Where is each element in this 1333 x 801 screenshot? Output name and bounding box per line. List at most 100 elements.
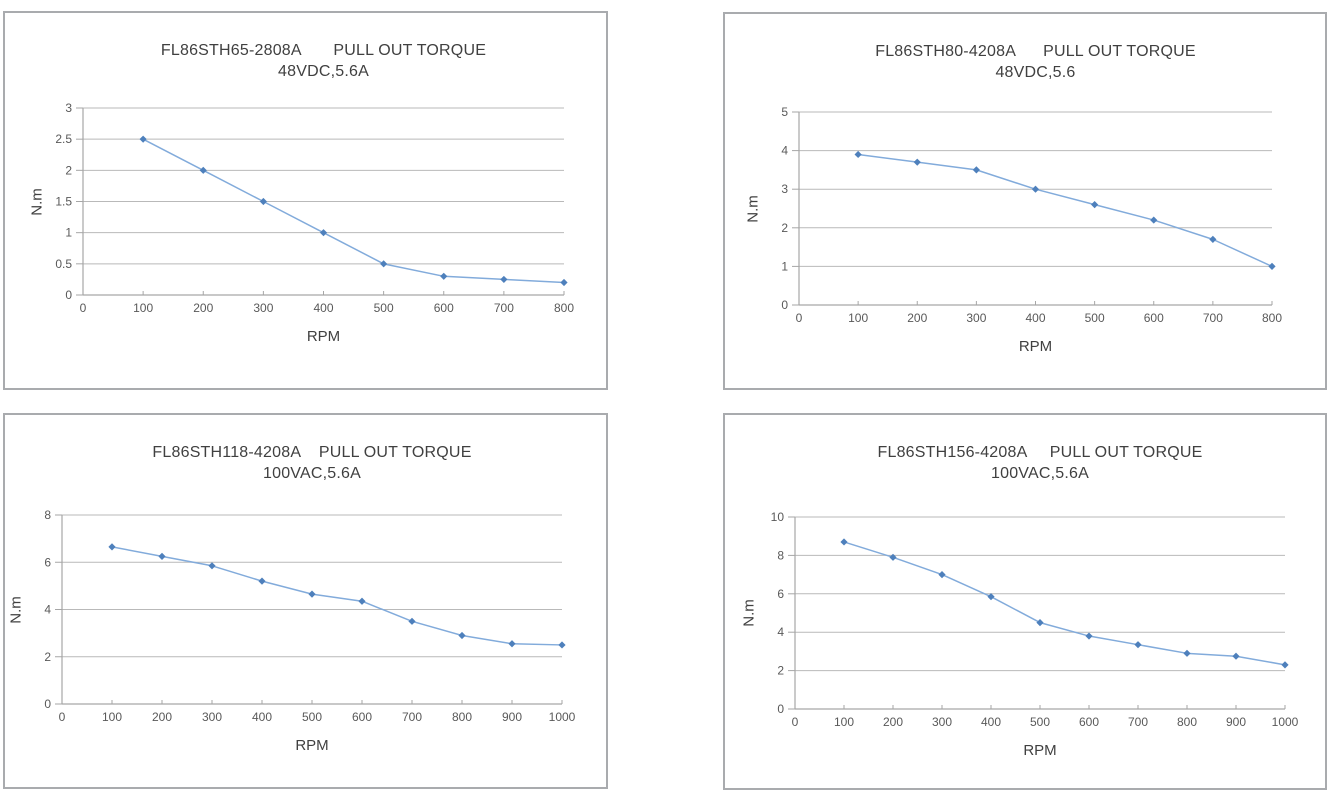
data-point-marker: [889, 553, 897, 561]
y-axis-ticks: 0 1 2 3 4 5: [781, 105, 799, 312]
y-tick-label: 3: [781, 182, 788, 196]
y-tick-label: 10: [771, 510, 785, 524]
gridlines: [83, 107, 564, 265]
x-tick-label: 800: [1177, 715, 1197, 729]
data-point-marker: [440, 272, 448, 280]
chart-panel-1: FL86STH65-2808A PULL OUT TORQUE 48VDC,5.…: [3, 11, 608, 390]
data-point-marker: [319, 229, 328, 237]
x-tick-label: 400: [313, 301, 333, 315]
x-tick-label: 600: [352, 710, 372, 724]
y-tick-label: 0: [777, 702, 784, 716]
series-markers: [854, 150, 1276, 270]
series-line: [857, 153, 1273, 268]
axes: [798, 112, 1272, 306]
data-point-marker: [458, 631, 466, 640]
y-tick-label: 4: [781, 144, 788, 158]
y-tick-label: 3: [65, 101, 72, 115]
x-tick-label: 100: [848, 311, 868, 325]
y-tick-label: 4: [777, 625, 784, 639]
x-tick-label: 0: [792, 715, 799, 729]
chart-panel-3: FL86STH118-4208A PULL OUT TORQUE 100VAC,…: [3, 413, 608, 789]
x-tick-label: 600: [1144, 311, 1164, 325]
x-tick-label: 300: [932, 715, 952, 729]
x-axis-ticks: 0 100 200 300 400 500 600 700 800: [80, 291, 574, 315]
series-markers: [840, 538, 1289, 669]
x-tick-label: 900: [502, 710, 522, 724]
y-tick-label: 2: [777, 664, 784, 678]
data-point-marker: [500, 275, 508, 284]
x-tick-label: 100: [133, 301, 153, 315]
data-point-marker: [158, 552, 166, 560]
y-axis-ticks: 0 2 4 6 8 10: [771, 510, 795, 716]
x-tick-label: 600: [1079, 715, 1099, 729]
x-tick-label: 500: [374, 301, 394, 315]
x-tick-label: 700: [1203, 311, 1223, 325]
chart-subtitle: 48VDC,5.6: [995, 64, 1076, 81]
torque-line-chart: 0 2 4 6 8 0 100 200 300 400 500 600 700 800 900 1000: [44, 508, 576, 724]
chart-subtitle: 48VDC,5.6A: [278, 63, 369, 80]
chart-title: FL86STH118-4208A PULL OUT TORQUE: [152, 444, 472, 461]
data-point-marker: [508, 640, 516, 648]
x-tick-label: 1000: [549, 710, 576, 724]
axes: [794, 517, 1285, 710]
chart-panel-2: FL86STH80-4208A PULL OUT TORQUE 48VDC,5.…: [723, 12, 1327, 390]
chart-header: FL86STH80-4208A PULL OUT TORQUE 48VDC,5.…: [799, 41, 1272, 83]
y-tick-label: 0.5: [55, 257, 72, 271]
x-tick-label: 500: [1030, 715, 1050, 729]
x-tick-label: 200: [152, 710, 172, 724]
y-tick-label: 6: [44, 555, 51, 569]
gridlines: [62, 514, 562, 658]
x-tick-label: 200: [193, 301, 213, 315]
data-point-marker: [1281, 661, 1289, 669]
data-point-marker: [840, 538, 848, 546]
x-tick-label: 700: [494, 301, 514, 315]
data-point-marker: [913, 158, 921, 166]
data-point-marker: [380, 260, 388, 268]
chart-panel-4: FL86STH156-4208A PULL OUT TORQUE 100VAC,…: [723, 413, 1327, 790]
data-point-marker: [972, 166, 980, 174]
x-axis-ticks: 0 100 200 300 400 500 600 700 800: [796, 301, 1282, 325]
x-tick-label: 200: [883, 715, 903, 729]
data-point-marker: [987, 593, 995, 601]
data-point-marker: [1150, 216, 1158, 224]
data-point-marker: [358, 597, 366, 605]
data-point-marker: [258, 577, 266, 585]
data-point-marker: [199, 166, 207, 174]
x-axis-label: RPM: [306, 328, 341, 345]
gridlines: [795, 516, 1285, 672]
y-tick-label: 4: [44, 603, 51, 617]
y-axis-ticks: 0 2 4 6 8: [44, 508, 62, 711]
chart-subtitle: 100VAC,5.6A: [263, 465, 361, 482]
y-tick-label: 8: [777, 548, 784, 562]
x-tick-label: 300: [966, 311, 986, 325]
x-tick-label: 0: [80, 301, 87, 315]
chart-header: FL86STH65-2808A PULL OUT TORQUE 48VDC,5.…: [83, 40, 564, 82]
x-tick-label: 500: [302, 710, 322, 724]
data-point-marker: [308, 590, 316, 598]
data-point-marker: [208, 562, 216, 570]
x-axis-ticks: 0 100 200 300 400 500 600 700 800 900 1000: [792, 705, 1299, 729]
x-axis-ticks: 0 100 200 300 400 500 600 700 800 900 1000: [59, 700, 576, 724]
series-line: [111, 546, 563, 646]
x-tick-label: 100: [102, 710, 122, 724]
data-point-marker: [1183, 649, 1191, 657]
data-point-marker: [938, 571, 946, 579]
chart-subtitle: 100VAC,5.6A: [991, 465, 1089, 482]
x-tick-label: 0: [59, 710, 66, 724]
x-axis-label: RPM: [1023, 742, 1057, 759]
x-tick-label: 800: [1262, 311, 1282, 325]
y-tick-label: 1: [65, 226, 72, 240]
x-tick-label: 500: [1085, 311, 1105, 325]
data-point-marker: [108, 543, 116, 551]
gridlines: [799, 111, 1272, 267]
data-point-marker: [1031, 185, 1040, 193]
torque-line-chart: 0 0.5 1 1.5 2 2.5 3 0 100 200 300 400 500 600 700 800: [55, 101, 574, 315]
data-point-marker: [1036, 619, 1044, 627]
x-tick-label: 800: [452, 710, 472, 724]
series-line: [142, 138, 565, 284]
data-point-marker: [560, 278, 568, 287]
y-tick-label: 1.5: [55, 195, 72, 209]
data-point-marker: [1232, 652, 1240, 660]
data-point-marker: [139, 135, 147, 143]
